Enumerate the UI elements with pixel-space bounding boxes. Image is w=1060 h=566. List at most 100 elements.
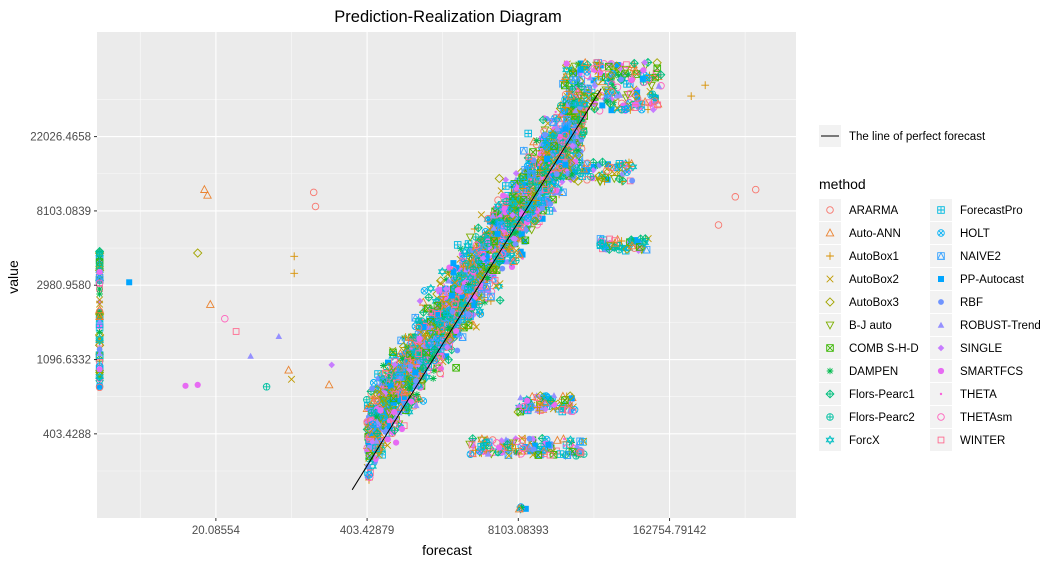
legend-key bbox=[930, 429, 952, 451]
data-point bbox=[384, 436, 391, 443]
data-point bbox=[538, 115, 548, 125]
legend-label: Auto-ANN bbox=[849, 228, 901, 240]
data-point bbox=[551, 401, 558, 408]
data-point bbox=[502, 197, 510, 206]
legend-item: Auto-ANN bbox=[819, 222, 901, 244]
data-point bbox=[401, 333, 410, 341]
data-point bbox=[573, 166, 581, 174]
y-axis-title: value bbox=[5, 260, 21, 294]
data-point bbox=[524, 397, 531, 404]
legend-label: DAMPEN bbox=[849, 366, 898, 378]
data-point bbox=[413, 391, 421, 398]
data-point bbox=[429, 312, 433, 316]
data-point bbox=[406, 384, 413, 392]
data-point bbox=[262, 383, 271, 391]
data-point bbox=[511, 229, 519, 236]
x-tick-label: 162754.79142 bbox=[633, 525, 707, 537]
data-point bbox=[503, 258, 511, 265]
data-point bbox=[442, 285, 450, 293]
data-point bbox=[563, 60, 570, 67]
legend-key bbox=[819, 199, 841, 221]
data-point bbox=[535, 155, 546, 166]
data-point bbox=[436, 357, 444, 365]
data-point bbox=[426, 283, 436, 294]
data-point bbox=[398, 420, 402, 423]
legend-key bbox=[819, 314, 841, 336]
data-point bbox=[471, 297, 478, 304]
data-point bbox=[377, 407, 384, 414]
data-point bbox=[494, 196, 502, 204]
data-point bbox=[424, 292, 434, 302]
legend-label: AutoBox3 bbox=[849, 297, 899, 309]
data-point bbox=[477, 211, 486, 219]
data-point bbox=[453, 327, 460, 335]
data-point bbox=[489, 218, 497, 226]
data-point bbox=[545, 441, 552, 448]
data-point bbox=[95, 261, 104, 269]
data-point bbox=[369, 385, 375, 392]
legend-item: ForecastPro bbox=[930, 199, 1023, 221]
legend-label: Flors-Pearc2 bbox=[849, 412, 915, 424]
data-point bbox=[559, 165, 567, 172]
data-point bbox=[369, 379, 378, 387]
data-point bbox=[379, 362, 387, 369]
legend-item: RBF bbox=[930, 291, 983, 313]
legend-item: ROBUST-Trend bbox=[930, 314, 1041, 336]
data-point bbox=[640, 67, 647, 74]
data-point bbox=[519, 146, 528, 155]
data-point bbox=[397, 336, 406, 345]
data-point bbox=[454, 287, 461, 294]
data-point bbox=[486, 225, 494, 234]
data-point bbox=[503, 233, 506, 236]
legend-item: DAMPEN bbox=[819, 360, 898, 382]
legend-label: SMARTFCS bbox=[960, 366, 1023, 378]
data-point bbox=[389, 414, 396, 422]
plot-panel bbox=[94, 32, 796, 518]
legend-label: B-J auto bbox=[849, 320, 892, 332]
legend-item: HOLT bbox=[930, 222, 990, 244]
legend-key bbox=[930, 245, 952, 267]
data-point bbox=[443, 353, 450, 360]
data-point bbox=[529, 188, 539, 197]
data-point bbox=[608, 239, 611, 243]
x-tick-label: 8103.08393 bbox=[488, 525, 549, 537]
legend-key bbox=[819, 291, 841, 313]
data-point bbox=[126, 279, 133, 286]
data-point bbox=[578, 145, 582, 148]
major-gridlines bbox=[97, 32, 796, 518]
data-point bbox=[450, 260, 457, 267]
data-point bbox=[389, 346, 397, 355]
data-point bbox=[429, 352, 436, 360]
data-point bbox=[554, 110, 557, 114]
data-point bbox=[526, 222, 529, 226]
data-point bbox=[383, 441, 392, 450]
data-point bbox=[529, 178, 533, 181]
data-point bbox=[394, 421, 397, 425]
y-tick-label: 22026.4658 bbox=[30, 132, 91, 144]
data-point bbox=[648, 90, 657, 98]
data-point bbox=[458, 332, 467, 341]
data-point bbox=[413, 402, 420, 409]
data-point bbox=[368, 396, 378, 405]
data-point bbox=[629, 177, 636, 184]
data-point bbox=[574, 147, 582, 154]
legend-label: AutoBox2 bbox=[849, 274, 899, 286]
data-point bbox=[435, 276, 446, 286]
data-point bbox=[407, 363, 414, 370]
legend-item: B-J auto bbox=[819, 314, 892, 336]
legend-label: PP-Autocast bbox=[960, 274, 1025, 286]
data-point bbox=[442, 276, 450, 283]
data-point bbox=[414, 393, 424, 402]
legend-label: ARARMA bbox=[849, 205, 899, 217]
data-point bbox=[427, 341, 431, 344]
legend-symbol bbox=[826, 413, 834, 421]
data-point bbox=[182, 382, 189, 389]
data-point bbox=[484, 215, 492, 223]
legend-label: COMB S-H-D bbox=[849, 343, 919, 355]
data-point bbox=[471, 278, 480, 287]
data-point bbox=[571, 444, 575, 447]
data-point bbox=[484, 239, 492, 248]
y-tick-label: 403.4288 bbox=[43, 429, 91, 441]
legend-label: THETA bbox=[960, 389, 997, 401]
